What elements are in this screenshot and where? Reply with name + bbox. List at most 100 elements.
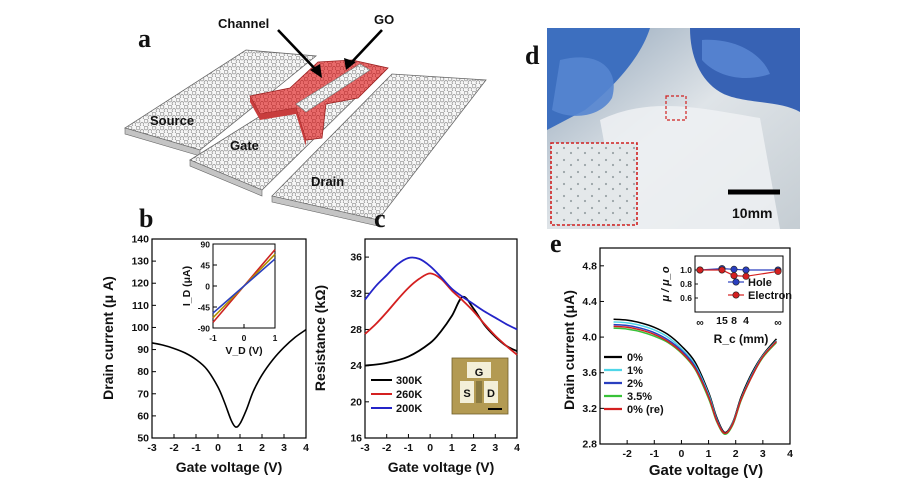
c-ytick-label: 16 [350,433,362,445]
b-ytick-label: 80 [137,366,149,378]
label-drain: Drain [311,174,344,189]
b-ytick-label: 130 [131,256,149,268]
go-arrow [349,29,383,65]
inset-point-e [696,266,704,274]
panel-d: d 10mm [525,28,800,229]
plot-frame-c [364,238,518,439]
label-source: Source [150,113,194,128]
b-xtick-label: 4 [303,442,309,454]
ylabel-b: Drain current (μ A) [100,276,116,400]
inset-point-e [730,265,738,273]
panel-label-c: c [374,204,386,233]
legend-label-e: 1% [627,365,643,377]
channel-strip [295,63,371,113]
legend-label-c: 200K [396,403,422,415]
magnified-inset [550,142,638,226]
legend-label-e: 0% [627,352,643,364]
plot-frame-b [151,238,307,439]
inset-ticks-b: -1 0 1 -90 -45 0 45 90 [198,240,278,344]
b-inset-ytick-label: -90 [198,324,211,334]
b-ytick-label: 140 [131,234,149,246]
xlabel-b: Gate voltage (V) [176,459,283,475]
inset-legend-marker-e [732,278,740,286]
series-lines-e [613,318,778,435]
label-go: GO [374,12,394,27]
b-inset-ytick-label: 90 [201,240,211,250]
e-xtick-label: 2 [733,448,739,460]
device-label-s: S [463,388,470,400]
e-inset-ytick-label: 1.0 [680,265,692,275]
e-inset-xtick-label: 15 [716,315,728,327]
e-inset-xtick-label: ∞ [696,317,704,329]
b-inset-xtick-label: -1 [209,333,217,343]
series-line-e [613,325,777,435]
series-line-c [364,272,518,356]
b-inset-ytick-label: -45 [198,303,211,313]
inset-xlabel-e: R_c (mm) [714,332,769,346]
ticks-c: -3 -2 -1 0 1 2 3 4 16 20 24 28 32 36 [350,252,520,454]
c-ytick-label: 28 [350,324,362,336]
e-ytick-label: 4.0 [582,332,597,344]
b-inset-ytick-label: 45 [201,261,211,271]
b-ytick-label: 60 [137,410,149,422]
inset-lines-b [212,249,276,323]
device-label-g: G [475,367,484,379]
c-ytick-label: 32 [350,288,362,300]
label-channel: Channel [218,16,269,31]
b-ytick-label: 120 [131,278,149,290]
c-ytick-label: 36 [350,252,362,264]
c-ytick-label: 20 [350,396,362,408]
label-gate: Gate [230,138,259,153]
b-xtick-label: 3 [281,442,287,454]
b-inset-ytick-label: 0 [205,282,210,292]
inset-series-line-b [212,258,276,314]
c-xtick-label: 3 [492,442,498,454]
panel-label-b: b [139,204,153,233]
b-inset-xtick-label: 0 [242,333,247,343]
legend-c: 300K 260K 200K [371,375,422,415]
inset-legend-label-e: Hole [748,277,772,289]
panel-a: a Channel GO Source Gate Drain [124,12,487,227]
inset-legend-label-e: Electron [748,290,792,302]
inset-point-e [730,272,738,280]
device-photo-inset: G S D [451,357,509,415]
device-label-d: D [487,388,495,400]
e-xtick-label: 0 [679,448,685,460]
e-xtick-label: 4 [787,448,793,460]
legend-label-c: 300K [396,375,422,387]
e-ytick-label: 4.8 [582,260,597,272]
legend-label-e: 2% [627,378,643,390]
panel-label-a: a [138,24,151,53]
e-inset-xtick-label: ∞ [774,317,782,329]
e-ytick-label: 3.2 [582,403,597,415]
inset-lines-e [696,265,782,280]
inset-point-e [742,272,750,280]
series-line-c [364,295,518,367]
b-xtick-label: 2 [259,442,265,454]
b-ytick-label: 110 [132,300,149,312]
c-xtick-label: 2 [471,442,477,454]
e-ytick-label: 2.8 [582,439,597,451]
c-xtick-label: -1 [404,442,413,454]
inset-legend-marker-e [732,291,740,299]
legend-label-c: 260K [396,389,422,401]
e-inset-xtick-label: 4 [743,315,749,327]
legend-label-e: 3.5% [627,391,652,403]
c-xtick-label: -2 [382,442,391,454]
b-xtick-label: -1 [191,442,200,454]
legend-label-e: 0% (re) [627,404,664,416]
xlabel-c: Gate voltage (V) [388,459,495,475]
c-xtick-label: 1 [449,442,455,454]
ylabel-e: Drain current (μA) [561,290,577,410]
panel-e: e -2 -1 0 1 2 3 4 2.8 3.2 3.6 4.0 4.4 4.8 0%1%2%3.5%… [550,229,793,479]
inset-frame-e [694,255,784,313]
series-line-c [364,256,518,331]
inset-xlabel-b: V_D (V) [225,345,262,357]
xlabel-e: Gate voltage (V) [649,462,763,479]
flexible-film [600,105,780,229]
panel-c: c -3 -2 -1 0 1 2 3 4 16 20 24 28 32 36 300K 260K 200K G… [312,204,520,475]
ticks-e: -2 -1 0 1 2 3 4 2.8 3.2 3.6 4.0 4.4 4.8 [582,260,793,460]
